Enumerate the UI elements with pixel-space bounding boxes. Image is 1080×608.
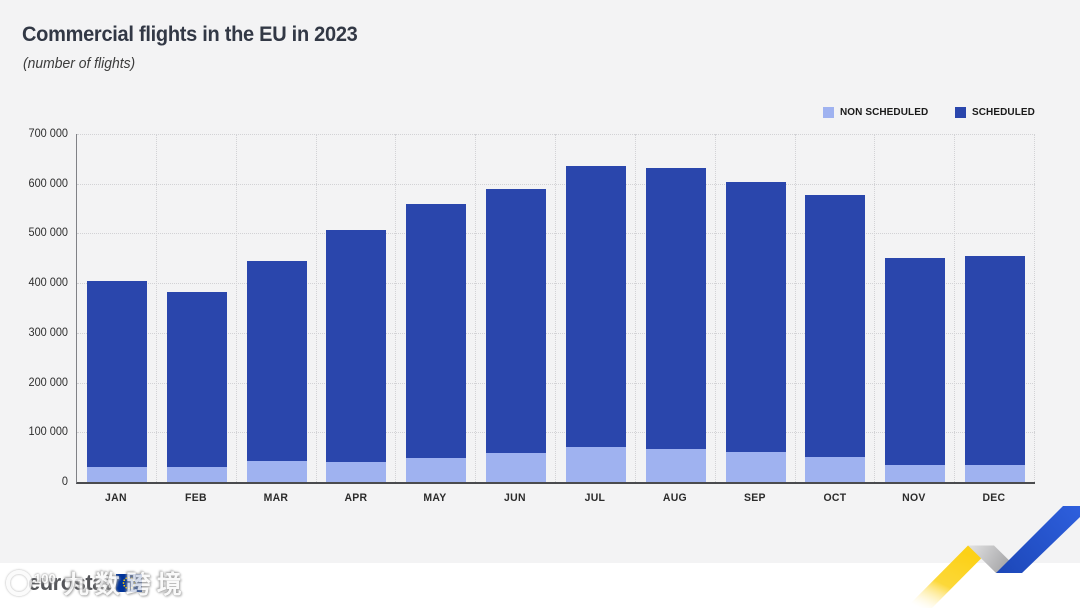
legend-item-non-scheduled: NON SCHEDULED (822, 106, 933, 118)
x-tick-label: SEP (743, 492, 766, 504)
gridline-vertical (634, 134, 636, 482)
segment-scheduled (166, 291, 227, 468)
legend-label-scheduled: SCHEDULED (971, 106, 1035, 118)
y-tick-label: 700 000 (28, 128, 68, 140)
gridline-vertical (1034, 134, 1035, 482)
segment-scheduled (805, 195, 866, 458)
segment-non-scheduled (645, 449, 706, 482)
legend-item-scheduled: SCHEDULED (954, 106, 1038, 118)
x-tick-label: OCT (822, 492, 846, 504)
segment-non-scheduled (166, 467, 227, 482)
segment-non-scheduled (486, 453, 547, 482)
x-tick-label: MAR (263, 492, 288, 504)
gridline-vertical (315, 134, 317, 482)
segment-scheduled (965, 255, 1026, 466)
x-tick-label: MAY (423, 492, 447, 504)
legend-label-non-scheduled: NON SCHEDULED (839, 106, 929, 118)
plot-area (76, 134, 1035, 484)
segment-non-scheduled (406, 457, 467, 482)
bar-may (406, 204, 467, 482)
segment-scheduled (406, 204, 467, 458)
gridline-horizontal (77, 134, 1035, 135)
bar-jan (86, 281, 147, 482)
segment-non-scheduled (965, 465, 1026, 482)
zigzag-decoration (906, 506, 1080, 608)
x-tick-label: JUL (584, 492, 606, 504)
bar-nov (885, 257, 946, 482)
segment-scheduled (725, 182, 786, 453)
bar-mar (246, 260, 307, 482)
y-tick-label: 0 (61, 476, 68, 488)
bar-feb (166, 291, 227, 482)
bar-aug (645, 168, 706, 482)
segment-scheduled (885, 257, 946, 465)
x-tick-label: DEC (982, 492, 1006, 504)
gridline-vertical (475, 134, 477, 482)
gridline-horizontal (77, 332, 1035, 334)
x-tick-label: JAN (105, 492, 127, 504)
chart-subtitle: (number of flights) (23, 56, 136, 72)
segment-scheduled (86, 281, 147, 467)
segment-non-scheduled (885, 464, 946, 482)
x-tick-label: APR (343, 492, 367, 504)
segment-non-scheduled (326, 461, 387, 482)
y-axis-labels: 0 100 000 200 000 300 000 400 000 500 000 600 … (0, 128, 68, 488)
x-tick-label: FEB (184, 492, 207, 504)
y-tick-label: 100 000 (28, 426, 68, 439)
eu-flag-icon (115, 574, 142, 592)
y-tick-label: 200 000 (28, 376, 68, 389)
gridline-vertical (555, 134, 556, 482)
x-tick-label: JUN (504, 492, 526, 504)
gridline-vertical (874, 134, 876, 482)
x-tick-label: AUG (662, 492, 687, 504)
x-tick-label: NOV (902, 492, 926, 504)
zigzag-yellow-stripe (906, 545, 994, 608)
segment-scheduled (486, 189, 547, 454)
segment-non-scheduled (565, 446, 626, 482)
segment-non-scheduled (805, 457, 866, 482)
y-tick-label: 400 000 (28, 277, 68, 290)
segment-scheduled (645, 168, 706, 450)
segment-non-scheduled (86, 466, 147, 482)
gridline-horizontal (77, 432, 1035, 434)
segment-non-scheduled (725, 452, 786, 482)
legend: NON SCHEDULED SCHEDULED (822, 106, 1038, 118)
gridline-vertical (155, 134, 157, 482)
bar-jul (565, 166, 626, 482)
y-tick-label: 600 000 (28, 177, 68, 190)
segment-scheduled (246, 260, 307, 462)
x-axis-labels: JAN FEB MAR APR MAY JUN JUL AUG SEP OCT NOV DEC (76, 492, 1034, 508)
zigzag-blue-stripe (996, 506, 1080, 573)
eurostat-logo: eurostat (28, 570, 142, 596)
gridline-horizontal (77, 283, 1035, 285)
bar-dec (965, 255, 1026, 482)
gridline-vertical (395, 134, 397, 482)
chart-title: Commercial flights in the EU in 2023 (22, 22, 358, 46)
legend-swatch-non-scheduled (822, 106, 834, 118)
gridline-vertical (235, 134, 237, 482)
gridline-vertical (714, 134, 716, 482)
gridline-horizontal (77, 382, 1035, 384)
y-tick-label: 300 000 (28, 326, 68, 339)
gridline-vertical (794, 134, 796, 482)
legend-swatch-scheduled (954, 106, 966, 118)
bar-sep (725, 182, 786, 482)
gridline-horizontal (77, 233, 1035, 235)
segment-scheduled (326, 230, 387, 462)
bar-oct (805, 195, 866, 482)
eurostat-logo-text: eurostat (28, 570, 111, 595)
y-tick-label: 500 000 (28, 227, 68, 240)
gridline-horizontal (77, 183, 1035, 185)
gridline-vertical (954, 134, 956, 482)
segment-scheduled (565, 166, 626, 447)
bar-apr (326, 230, 387, 482)
footer-band (0, 563, 1080, 608)
bar-jun (486, 189, 547, 482)
segment-non-scheduled (246, 461, 307, 482)
